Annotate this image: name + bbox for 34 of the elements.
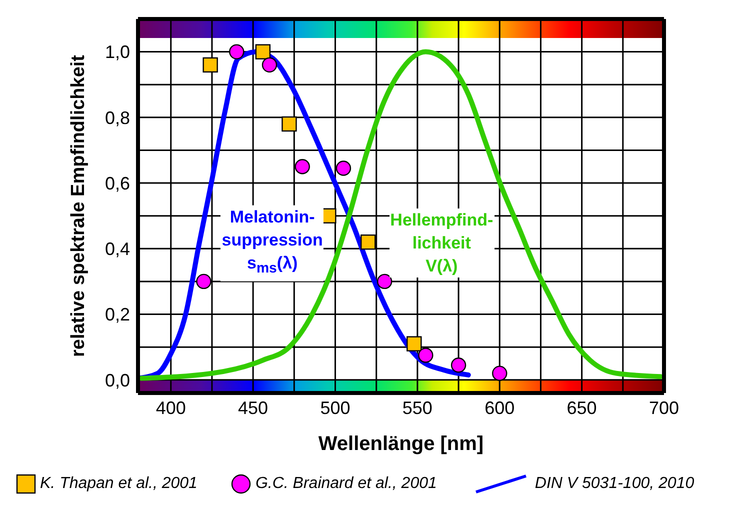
x-tick-label: 650 (566, 398, 597, 418)
point (262, 57, 278, 73)
x-tick-label: 450 (238, 398, 268, 418)
point (294, 159, 310, 174)
point (360, 234, 376, 250)
x-tick-label: 400 (156, 398, 186, 418)
x-tick-label: 600 (484, 398, 515, 418)
point (255, 44, 271, 60)
annotation: Hellempfind- lichkeit V(λ) (390, 208, 494, 278)
y-tick-label: 0,8 (104, 108, 130, 128)
annotation: Melatonin- suppression s$_{ms}$(λ) (222, 206, 323, 282)
point (492, 366, 508, 381)
y-tick-label: 1,0 (104, 42, 130, 62)
point (450, 358, 466, 373)
y-axis-title: relative spektrale Empfindlichkeit (68, 54, 89, 358)
x-axis-title: Wellenlänge [nm] (318, 433, 484, 455)
x-tick-label: 550 (402, 398, 432, 418)
y-tick-label: 0,0 (104, 370, 130, 390)
point (406, 336, 422, 352)
point (202, 57, 218, 73)
x-tick-label: 500 (320, 398, 350, 418)
legend-label: G.C. Brainard et al., 2001 (255, 475, 437, 493)
y-tick-label: 0,4 (104, 239, 130, 260)
legend-label: K. Thapan et al., 2001 (40, 475, 198, 493)
x-tick-label: 700 (648, 398, 680, 418)
point (282, 116, 297, 132)
y-tick-label: 0,2 (104, 304, 130, 325)
point (336, 160, 352, 176)
point (229, 44, 244, 60)
point (418, 348, 434, 363)
y-tick-label: 0,6 (104, 173, 130, 194)
point (196, 274, 212, 290)
point (376, 274, 392, 290)
legend-label: DIN V 5031-100, 2010 (534, 475, 694, 493)
